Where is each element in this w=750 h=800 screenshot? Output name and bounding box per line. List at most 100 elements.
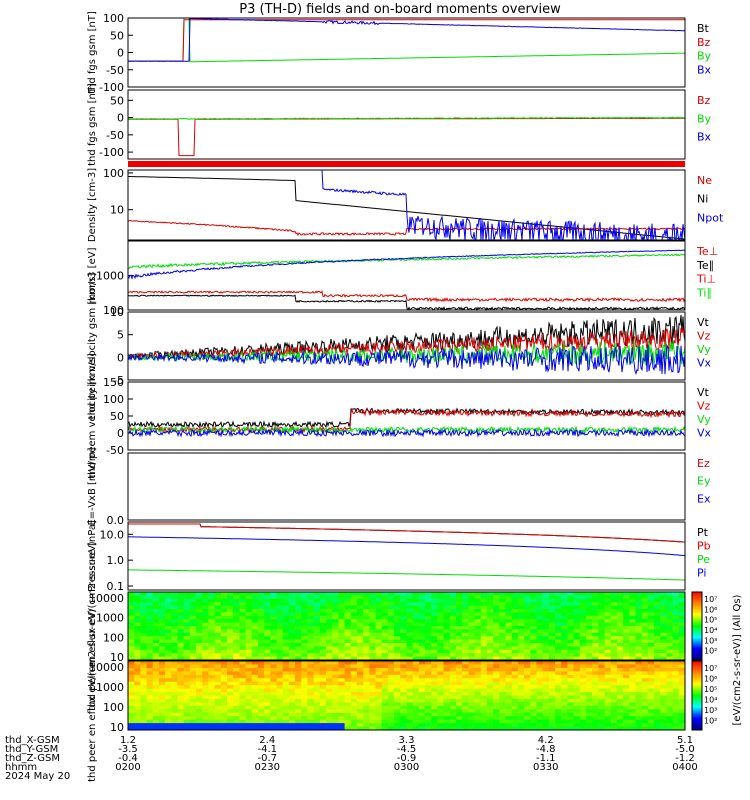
ytick-vi-0: 10 [110,306,124,319]
colorbar-tick-0-5: 10² [704,647,717,656]
ytick-fgs2-1: 0 [117,112,124,125]
ytick-press-1: 1.0 [107,554,125,567]
legend-ve-3: Vx [697,427,712,440]
ytick-press-2: 0.1 [107,580,125,593]
legend-vi-1: Vz [697,330,711,343]
panel-frame-3 [127,240,686,311]
axis-value-1-4: -5.0 [675,744,695,755]
ytick-ispec-0: 10000 [89,592,124,605]
ylabel-ve: thd peem velocity [km/s] [87,353,98,479]
colorbar-tick-1-0: 10⁷ [704,664,717,673]
panel-fgs2: thd fgs gsm [nT] 50 0 -50 -100 Bz By Bx [87,83,712,166]
colorbar-label: [eV/(cm2-s-sr-eV)] (All Qs) [732,594,743,725]
ylabel-dens: Density [cm-3] [87,168,98,242]
series-eVy [128,425,686,435]
ytick-espec-0: 10000 [89,661,124,674]
axis-date: 2024 May 20 [5,771,70,782]
panel-vi: thd peim velocity gsm [km/s] 1050-5VtVzVy… [87,273,712,420]
ytick-ve-4: -50 [106,444,124,457]
legend-press-2: Pe [697,553,710,566]
ytick-espec-1: 1000 [96,681,124,694]
panel-espec: thd peer en eflux eV/(cm2-s-sr-eV)10000 1… [87,609,133,782]
ytick-vi-2: 0 [117,351,124,364]
series-Ti [127,253,686,269]
legend-fgs-2: By [697,50,712,63]
colorbar-tick-0-0: 10⁷ [704,595,717,604]
axis-label-0: thd_X-GSM [5,735,60,746]
ephemeris-bar [128,161,685,167]
panel-frame-8 [127,591,686,661]
ytick-temp-0: 1000 [96,270,124,283]
legend-press-1: Pb [697,540,711,553]
ylabel-espec: thd peer en eflux eV/(cm2-s-sr-eV) [87,609,98,782]
series-Pe [128,569,685,581]
series-Bx [127,17,686,62]
legend-efield-0: Ez [697,457,710,470]
legend-temp-0: Te⊥ [696,245,718,258]
ytick-ve-3: 0 [117,427,124,440]
legend-fgs-1: Bz [697,36,711,49]
legend-temp-3: Ti∥ [696,286,712,299]
colorbar-tick-1-3: 10⁴ [704,696,717,705]
colorbar-tick-0-2: 10⁵ [704,616,717,625]
panel-frame-9 [127,660,686,731]
ytick-fgs-4: -100 [99,81,124,94]
panel-frame-4 [127,311,686,381]
ylabel-efield: E=-VxB [mV/m] [87,447,98,525]
axis-value-1-3: -4.8 [536,744,556,755]
series-Vx [127,343,686,376]
axis-value-1-1: -4.1 [257,744,277,755]
axis-value-0-2: 3.3 [399,735,415,746]
ytick-ispec-2: 100 [103,631,124,644]
series-By [128,17,685,63]
ytick-vi-1: 5 [117,329,124,342]
legend-ve-0: Vt [697,386,710,399]
legend-dens-1: Ni [697,193,708,206]
axis-label-2: thd_Z-GSM [5,753,60,764]
ytick-ve-1: 100 [103,393,124,406]
legend-ve-2: Vy [697,413,711,426]
ytick-efield-0: 0.0 [107,514,125,527]
ylabel-vi: thd peim velocity gsm [km/s] [87,273,98,420]
panel-efield: E=-VxB [mV/m] 0.0 Ez Ey Ex [87,447,711,527]
ylabel-press: Pressure [nPa] [87,520,98,592]
axis-value-0-4: 5.1 [677,735,693,746]
axis-value-2-3: -1.1 [536,753,556,764]
series-Pi [128,536,686,557]
panel-frame-6 [127,452,686,521]
axis-value-0-0: 1.2 [120,735,136,746]
legend-dens-2: Npot [697,211,724,224]
colorbar-tick-1-4: 10³ [704,706,717,715]
series-Ne [127,220,686,237]
legend-fgs2-2: Bx [697,131,712,144]
axis-value-3-2: 0300 [394,762,419,773]
legend-fgs-0: Bt [697,22,710,35]
series-Pb [128,523,686,543]
series-Te [127,249,686,280]
legend-ve-1: Vz [697,400,711,413]
axis-value-1-0: -3.5 [118,744,138,755]
axis-value-0-3: 4.2 [538,735,554,746]
colorbar-1 [691,660,703,731]
panel-frame-1 [127,89,686,160]
legend-vi-2: Vy [697,343,711,356]
panel-frame-0 [127,17,686,88]
ytick-fgs-2: 0 [117,47,124,60]
panel-frame-2 [127,169,686,241]
axis-label-3: hhmm [5,762,37,773]
ytick-dens-1: 10 [110,204,124,217]
axis-value-2-0: -0.4 [118,753,138,764]
series-eVt [127,407,686,429]
legend-fgs2-0: Bz [697,94,711,107]
legend-fgs2-1: By [697,112,712,125]
ylabel-fgs: thd fgs gsm [nT] [87,11,98,94]
panel-frame-7 [127,521,686,591]
axis-value-3-1: 0230 [255,762,280,773]
colorbar-tick-1-1: 10⁶ [704,675,717,684]
ytick-fgs2-2: -50 [106,129,124,142]
legend-dens-0: Ne [697,174,712,187]
series2-Bz [128,117,685,157]
ytick-press-0: 10.0 [100,528,125,541]
